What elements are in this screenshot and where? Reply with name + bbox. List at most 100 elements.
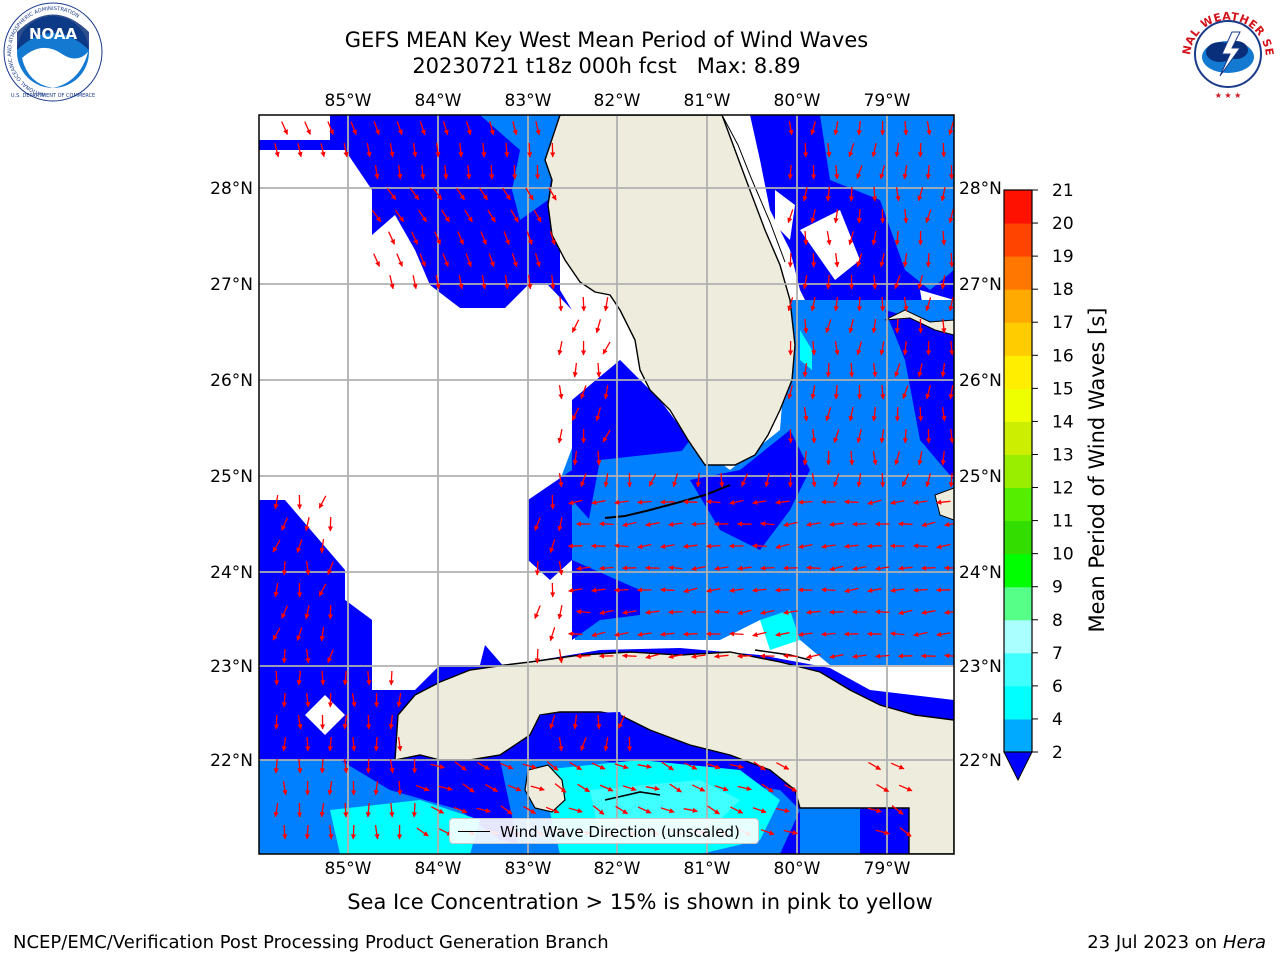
wind-wave-arrow [729, 763, 744, 770]
wind-wave-arrow [502, 187, 511, 201]
colorbar-tick-label: 15 [1052, 379, 1074, 399]
wind-wave-arrow [546, 761, 559, 771]
colorbar-segment [1004, 421, 1032, 455]
wind-wave-arrow [297, 758, 303, 774]
wind-wave-arrow [614, 499, 629, 505]
wind-wave-arrow [388, 714, 394, 730]
wind-wave-arrow [386, 188, 397, 201]
wind-wave-arrow [557, 340, 563, 356]
wind-wave-arrow [350, 121, 357, 135]
wind-wave-arrow [412, 143, 418, 158]
wind-wave-arrow [833, 296, 839, 312]
wind-wave-arrow [281, 605, 288, 619]
colorbar-segment [1004, 256, 1032, 290]
sea-ice-note: Sea Ice Concentration > 15% is shown in … [347, 890, 933, 914]
wind-wave-arrow [504, 142, 510, 158]
wind-wave-arrow [296, 627, 303, 642]
wind-wave-arrow [787, 385, 793, 400]
wind-wave-arrow [668, 609, 683, 615]
wind-wave-arrow [534, 648, 541, 664]
wind-wave-arrow [821, 587, 836, 593]
wind-wave-arrow [894, 143, 900, 158]
wind-wave-arrow [707, 805, 720, 815]
colorbar: 2 4 6 7 8 9 10 11 12 13 14 15 16 17 18 19 20 21 [1003, 181, 1074, 782]
wind-wave-arrow [549, 231, 556, 246]
wind-wave-arrow [810, 384, 816, 400]
wind-wave-arrow [510, 209, 519, 223]
wind-wave-arrow [867, 587, 882, 593]
wind-wave-arrow [926, 120, 932, 136]
footer-date-text: 23 Jul 2023 on [1087, 932, 1218, 953]
colorbar-tick-label: 6 [1052, 677, 1063, 697]
wind-wave-arrow [668, 653, 683, 660]
wind-wave-arrow [941, 230, 947, 246]
wind-wave-arrow [714, 785, 729, 792]
wind-wave-arrow [438, 785, 453, 792]
colorbar-tick-label: 8 [1052, 611, 1063, 631]
wind-wave-arrow [596, 362, 602, 378]
wind-wave-arrow [327, 649, 334, 663]
wind-wave-arrow [549, 627, 556, 642]
wind-wave-arrow [558, 296, 564, 312]
wind-wave-arrow [568, 631, 583, 637]
wind-wave-arrow [318, 583, 327, 597]
wind-wave-arrow [880, 296, 886, 312]
colorbar-segment [1004, 619, 1032, 654]
wind-wave-arrow [366, 714, 372, 730]
wind-wave-arrow [872, 450, 878, 466]
wind-wave-arrow [373, 121, 380, 136]
wind-wave-arrow [856, 473, 862, 488]
wind-wave-arrow [752, 543, 767, 549]
wind-wave-arrow [374, 825, 380, 840]
wind-wave-arrow [761, 783, 774, 793]
wind-wave-arrow [320, 143, 326, 158]
wind-wave-arrow [834, 340, 840, 356]
wind-wave-arrow [936, 499, 951, 505]
wind-wave-arrow [388, 231, 396, 245]
wind-wave-arrow [902, 385, 909, 400]
wind-wave-arrow [729, 587, 744, 593]
wind-wave-arrow [917, 450, 923, 466]
wind-wave-arrow [918, 406, 924, 422]
wind-wave-arrow [753, 761, 766, 771]
wind-wave-arrow [668, 565, 683, 571]
wind-wave-arrow [500, 805, 513, 815]
wind-wave-arrow [898, 565, 913, 571]
wind-wave-arrow [848, 231, 855, 246]
wind-wave-arrow [856, 341, 863, 356]
wind-wave-arrow [660, 587, 675, 593]
wind-wave-arrow [925, 252, 932, 268]
wind-wave-arrow [558, 737, 564, 752]
wind-wave-arrow [802, 450, 808, 466]
map-plot-area [259, 115, 954, 854]
wind-wave-arrow [783, 609, 798, 615]
wind-wave-arrow [366, 670, 372, 686]
wind-wave-arrow [489, 164, 495, 180]
wind-wave-arrow [409, 187, 420, 201]
wind-wave-arrow [522, 763, 537, 770]
wind-wave-arrow [389, 275, 395, 290]
lat-labels-right: 28°N 27°N 26°N 25°N 24°N 23°N 22°N [959, 179, 1002, 771]
wind-wave-arrow [351, 736, 357, 752]
wind-wave-arrow [432, 187, 443, 201]
wind-wave-arrow [798, 543, 813, 550]
wind-wave-arrow [714, 609, 729, 615]
wind-wave-arrow [273, 758, 279, 774]
wind-wave-arrow [342, 715, 348, 730]
wind-wave-arrow [936, 543, 951, 550]
lat-label: 26°N [959, 371, 1002, 391]
wind-wave-arrow [534, 517, 541, 531]
wind-wave-arrow [856, 208, 862, 224]
lon-label: 85°W [325, 859, 372, 879]
wind-wave-arrow [714, 653, 729, 659]
wind-wave-arrow [305, 649, 311, 664]
wind-wave-arrow [944, 521, 954, 528]
wind-wave-arrow [871, 230, 877, 246]
wind-wave-arrow [504, 275, 510, 290]
colorbar-segment [1004, 388, 1032, 422]
wind-wave-arrow [783, 829, 798, 836]
wind-wave-arrow [397, 165, 403, 180]
wind-wave-arrow [503, 231, 510, 246]
wind-wave-arrow [305, 736, 311, 752]
wind-wave-arrow [825, 274, 831, 290]
